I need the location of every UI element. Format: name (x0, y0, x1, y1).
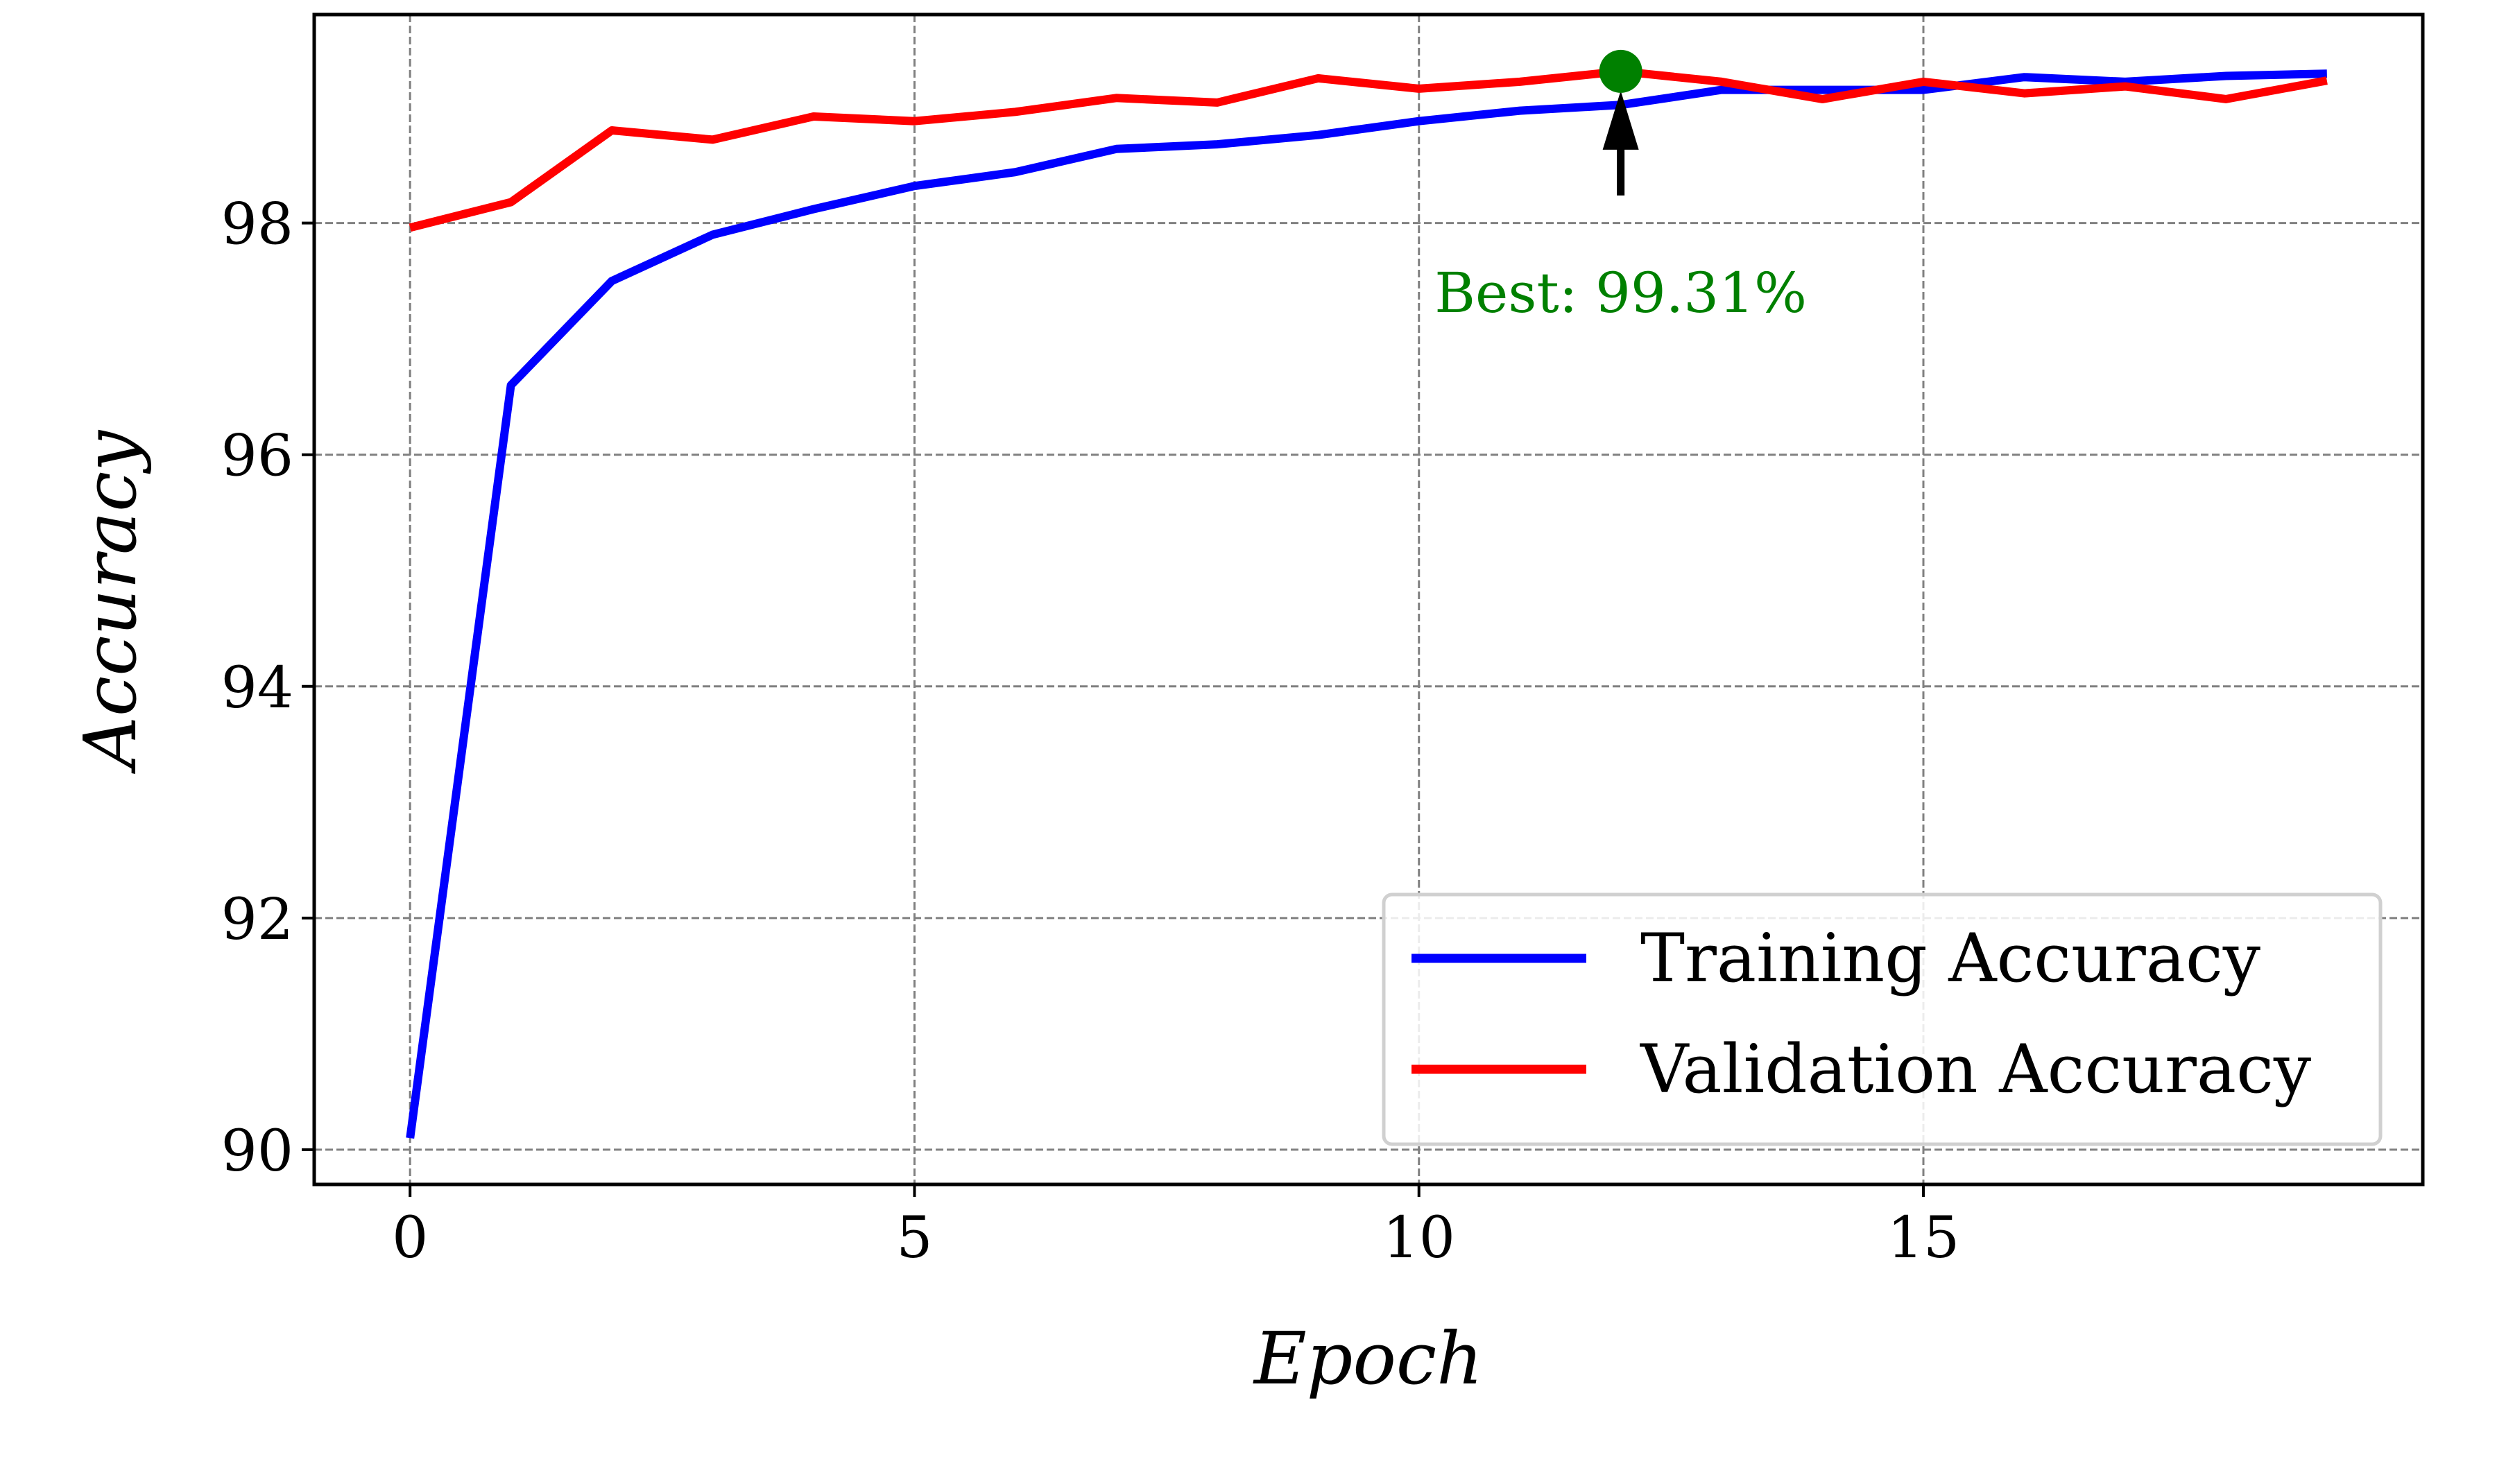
legend: Training Accuracy Validation Accuracy (1382, 892, 2383, 1146)
plot-frame (312, 12, 2425, 1187)
best-annotation-label: Best: 99.31% (1434, 261, 1807, 325)
best-point-marker (1599, 49, 1642, 93)
y-tick-label: 90 (221, 1119, 293, 1184)
legend-label: Training Accuracy (1640, 920, 2260, 997)
x-tick-label: 15 (1887, 1205, 1959, 1271)
legend-box (1382, 892, 2383, 1146)
annotation-arrow-head (1602, 90, 1639, 150)
y-tick-label: 92 (221, 887, 293, 953)
series-line-validation (409, 67, 2328, 232)
legend-label: Validation Accuracy (1640, 1030, 2311, 1108)
y-axis-title: Accuracy (68, 430, 153, 775)
y-tick-label: 98 (221, 192, 293, 258)
x-tick-label: 5 (896, 1205, 932, 1271)
x-tick-label: 0 (392, 1205, 428, 1271)
y-tick-label: 96 (221, 424, 293, 490)
series-lines (406, 67, 2328, 1139)
best-annotation: Best: 99.31% (1434, 49, 1807, 325)
x-axis-title: Epoch (1253, 1316, 1483, 1401)
series-line-training (406, 69, 2327, 1139)
x-tick-label: 10 (1383, 1205, 1455, 1271)
axis-ticks: 0 5 10 15 90 92 94 96 98 (221, 192, 1960, 1271)
y-tick-label: 94 (221, 655, 293, 721)
